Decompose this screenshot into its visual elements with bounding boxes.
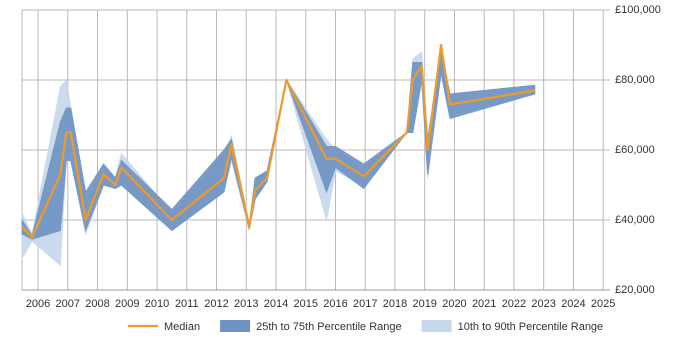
x-tick-label: 2019 [412, 298, 436, 310]
median-line [21, 43, 535, 239]
x-tick-label: 2007 [56, 298, 80, 310]
x-tick-label: 2023 [531, 298, 555, 310]
x-tick-label: 2009 [115, 298, 139, 310]
legend-label: Median [164, 321, 200, 333]
x-tick-label: 2015 [293, 298, 317, 310]
y-tick-label: £20,000 [615, 284, 655, 296]
y-tick-label: £100,000 [615, 4, 661, 16]
x-tick-label: 2016 [323, 298, 347, 310]
percentile-band [21, 44, 536, 267]
x-tick-label: 2021 [472, 298, 496, 310]
x-tick-label: 2012 [204, 298, 228, 310]
x-tick-label: 2011 [175, 298, 199, 310]
x-tick-label: 2006 [26, 298, 50, 310]
x-tick-label: 2010 [145, 298, 169, 310]
legend-label: 25th to 75th Percentile Range [256, 321, 402, 333]
x-tick-label: 2013 [234, 298, 258, 310]
y-tick-label: £40,000 [615, 214, 655, 226]
legend-label: 10th to 90th Percentile Range [458, 321, 604, 333]
x-tick-label: 2017 [353, 298, 377, 310]
legend-swatch [421, 320, 452, 332]
x-tick-label: 2024 [561, 298, 585, 310]
x-tick-label: 2025 [591, 298, 615, 310]
percentile-band [21, 51, 536, 240]
x-tick-label: 2018 [383, 298, 407, 310]
y-tick-label: £60,000 [615, 144, 655, 156]
x-tick-label: 2022 [502, 298, 526, 310]
x-tick-label: 2008 [85, 298, 109, 310]
x-tick-label: 2020 [442, 298, 466, 310]
legend-swatch [220, 320, 251, 332]
x-tick-label: 2014 [264, 298, 288, 310]
y-tick-label: £80,000 [615, 74, 655, 86]
